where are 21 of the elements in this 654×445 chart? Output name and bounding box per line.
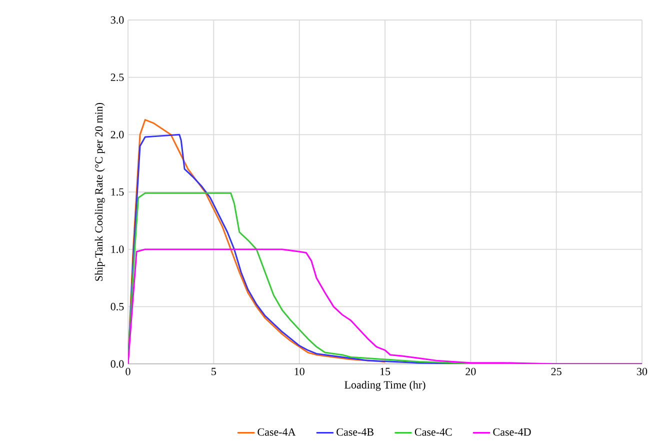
line-series <box>128 248 642 364</box>
y-tick-label: 1.0 <box>111 246 124 254</box>
x-tick-label: 30 <box>637 368 648 376</box>
legend-label: Case-4A <box>258 428 296 436</box>
y-tick-label: 0.0 <box>110 360 124 368</box>
x-tick-label: 10 <box>294 368 304 376</box>
y-tick-label: 3.0 <box>110 16 124 24</box>
legend-label: Case-4B <box>336 428 374 436</box>
y-tick-label: 2.0 <box>110 130 124 138</box>
y-axis-title: Ship-Tank Cooling Rate (°C per 20 min) <box>94 102 105 281</box>
x-tick-label: 5 <box>212 368 216 376</box>
y-tick-label: 1.5 <box>111 188 124 196</box>
x-tick-label: 0 <box>126 368 130 376</box>
legend-label: Case-4C <box>414 428 452 436</box>
x-tick-label: 20 <box>466 368 476 376</box>
x-axis-title: Loading Time (hr) <box>344 380 426 391</box>
x-tick-label: 25 <box>551 368 562 376</box>
y-tick-label: 2.5 <box>110 74 124 82</box>
y-tick-label: 0.5 <box>110 302 124 310</box>
legend-label: Case-4D <box>493 428 531 436</box>
x-tick-label: 15 <box>380 368 390 376</box>
